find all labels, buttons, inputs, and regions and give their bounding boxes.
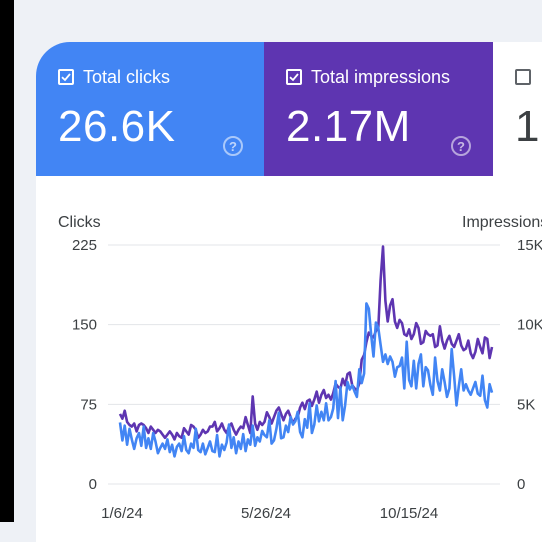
help-icon[interactable]: ? [223,136,243,156]
checkmark-icon [61,73,71,82]
checkmark-icon [289,73,299,82]
total-clicks-tile[interactable]: Total clicks 26.6K ? [36,42,264,176]
total-clicks-value: 26.6K [58,102,176,151]
third-metric-value: 1 [515,102,540,151]
third-metric-header[interactable] [515,66,540,88]
window-edge [0,0,14,522]
left-tick-label: 150 [72,317,97,334]
total-impressions-label: Total impressions [311,66,451,87]
performance-card: Total clicks 26.6K ? Total impressions 2… [36,42,542,542]
right-axis-title: Impressions [462,214,542,231]
clicks-series-line [118,302,494,458]
total-impressions-tile[interactable]: Total impressions 2.17M ? [264,42,493,176]
total-impressions-value: 2.17M [286,102,411,151]
help-icon[interactable]: ? [451,136,471,156]
x-tick-label: 5/26/24 [241,505,291,522]
left-tick-label: 75 [80,396,97,413]
left-tick-label: 225 [72,237,97,254]
x-tick-label: 10/15/24 [380,505,438,522]
right-tick-label: 0 [517,476,525,493]
third-metric-tile[interactable]: 1 [493,42,542,176]
total-impressions-checkbox[interactable] [286,69,302,85]
total-clicks-label: Total clicks [83,66,171,87]
total-clicks-checkbox[interactable] [58,69,74,85]
impressions-series-line [118,245,494,441]
x-tick-label: 1/6/24 [101,505,143,522]
total-clicks-header[interactable]: Total clicks [58,66,170,88]
left-axis-title: Clicks [58,214,101,231]
left-tick-label: 0 [89,476,97,493]
total-impressions-header[interactable]: Total impressions [286,66,450,88]
right-tick-label: 15K [517,237,542,254]
performance-chart: Clicks Impressions 225 15K 150 10K 75 5K 0 0 1/… [58,214,542,522]
right-tick-label: 10K [517,317,542,334]
third-metric-checkbox[interactable] [515,69,531,85]
right-tick-label: 5K [517,396,535,413]
